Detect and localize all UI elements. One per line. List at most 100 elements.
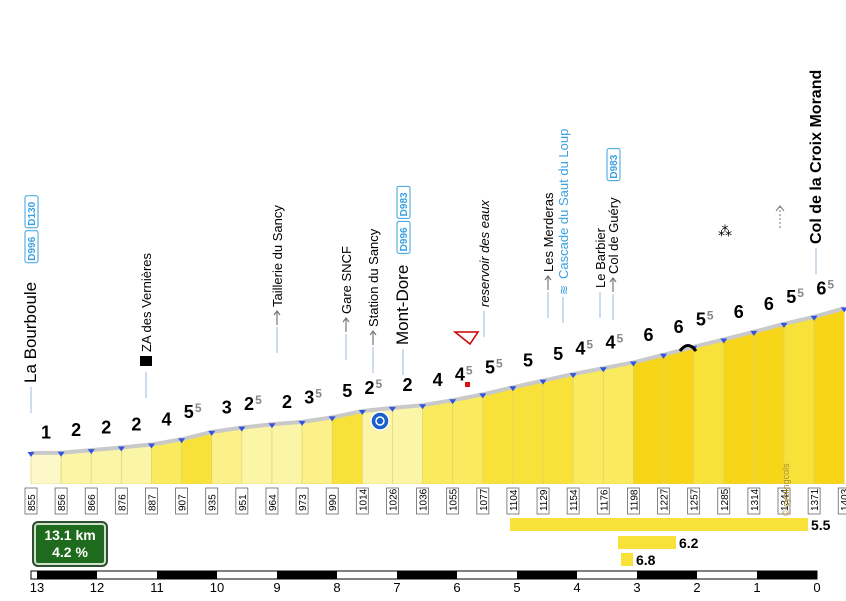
svg-text:2: 2 [402,375,412,395]
ruler-segment [397,571,457,579]
gradient-label: 45 [455,363,473,384]
altitude-box [24,487,38,515]
svg-text:3: 3 [222,398,232,418]
gradient-label: 4 [433,370,443,390]
altitude-box [265,487,279,515]
ruler-segment [37,571,97,579]
steep-section-label: 6.2 [679,535,699,551]
altitude-label: 1314 [750,488,761,511]
altitude-label: 951 [238,494,249,511]
gradient-band [663,346,694,485]
place-name: Col de Guéry [606,197,621,274]
gradient-band [572,367,604,485]
viewpoint-icon: ⁂ [718,224,732,240]
km-marker [509,386,517,392]
steep-section-bar [510,518,808,531]
svg-text:5: 5 [553,344,563,364]
altitude-box [386,487,399,515]
gradient-label: 6 [674,317,684,337]
km-marker [147,443,155,449]
altitude-label: 1198 [629,489,640,511]
altitude-box [84,487,98,515]
distance-tick-label: 10 [210,580,224,595]
gradient-band [753,323,785,485]
place-name: La Bourboule [21,282,40,383]
altitude-strip [31,484,845,514]
km-marker [750,330,758,336]
gradient-label: 3 [222,398,232,418]
gradient-band [271,421,303,485]
km-marker [479,393,487,399]
ruler-segment [757,571,817,579]
km-marker [599,367,607,373]
altitude-label: 1077 [479,488,490,511]
reservoir-mark [465,382,470,387]
svg-text:55: 55 [696,308,714,329]
gradient-band [301,417,333,485]
place-label: Mont-Dore D996 D983 [393,185,412,375]
gradient-label: 25 [244,393,262,414]
altitude-label: 1403 [840,488,846,511]
place-label: ≋ Cascade du Saut du Loup [556,129,571,323]
road-badge: D130 [27,201,38,225]
distance-tick-label: 2 [693,580,700,595]
svg-text:6: 6 [643,325,653,345]
svg-text:65: 65 [816,277,834,298]
altitude-box [747,487,761,515]
km-marker [539,379,547,385]
svg-text:35: 35 [304,386,322,407]
altitude-box [657,487,670,515]
distance-tick-label: 8 [333,580,340,595]
altitude-box [717,487,731,515]
gradient-label: 55 [696,308,714,329]
svg-text:45: 45 [605,331,623,352]
km-marker [629,361,637,367]
summary-gradient: 4.2 % [52,544,88,560]
altitude-label: 964 [268,494,279,511]
km-marker [27,452,35,457]
gradient-label: 55 [485,356,503,377]
distance-tick-label: 11 [150,580,164,595]
gradient-band [151,438,182,485]
distance-tick-label: 6 [453,580,460,595]
altitude-label: 1014 [358,488,369,511]
gradient-label: 5 [342,381,352,401]
km-marker [87,449,95,455]
altitude-label: 973 [298,494,309,511]
distance-tick-label: 9 [273,580,280,595]
gradient-label: 35 [304,386,322,407]
altitude-label: 1176 [599,489,610,511]
ruler-segment [517,571,577,579]
ruler-segment [277,571,337,579]
altitude-label: 1036 [419,488,430,511]
distance-tick-label: 12 [90,580,104,595]
gradient-label: 65 [816,277,834,298]
altitude-box [807,487,821,515]
distance-tick-label: 5 [513,580,520,595]
gradient-band [241,423,273,485]
place-label: Station du Sancy [366,228,381,373]
place-name: Le Barbier [593,227,608,288]
roundabout-icon [370,411,390,431]
altitude-label: 1154 [569,489,580,511]
altitude-label: 856 [57,494,68,511]
svg-text:25: 25 [244,393,262,414]
road-badge: D996 [399,227,410,251]
altitude-label: 1055 [449,488,460,511]
altitude-label: 887 [147,494,158,511]
steep-section-label: 6.8 [636,552,656,568]
altitude-box [446,487,460,515]
altitude-box [837,487,846,515]
gradient-band [30,452,62,485]
altitude-label: 907 [178,494,189,511]
place-name: Les Merderas [541,192,556,272]
distance-tick-label: 13 [30,580,44,595]
svg-text:55: 55 [184,401,202,422]
altitude-box [355,487,369,515]
gradient-label: 5 [553,344,563,364]
svg-text:55: 55 [786,286,804,307]
km-marker [298,420,306,426]
gradient-label: 6 [734,302,744,322]
gradient-band [121,444,152,485]
gradient-band [512,380,544,485]
